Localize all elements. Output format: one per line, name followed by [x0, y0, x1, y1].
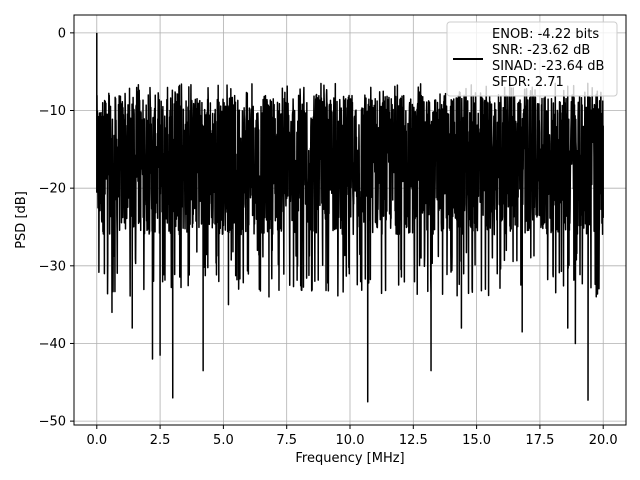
psd-line: [96, 32, 604, 403]
x-axis-label: Frequency [MHz]: [295, 451, 404, 466]
x-tick-label: 10.0: [336, 433, 365, 448]
legend-enob: ENOB: -4.22 bits: [492, 27, 599, 42]
legend-sinad: SINAD: -23.64 dB: [492, 59, 604, 74]
legend-sfdr: SFDR: 2.71: [492, 75, 564, 90]
legend-box: [446, 21, 618, 97]
y-axis-ticks: 0 −10 −20 −30 −40 −50: [39, 26, 74, 430]
y-tick-label: −30: [39, 259, 66, 274]
y-tick-label: −20: [39, 182, 66, 197]
legend: ENOB: -4.22 bits SNR: -23.62 dB SINAD: -…: [446, 21, 618, 97]
x-tick-label: 7.5: [276, 433, 297, 448]
y-tick-label: −10: [39, 104, 66, 119]
y-axis-label: PSD [dB]: [14, 191, 29, 249]
y-tick-label: −40: [39, 337, 66, 352]
x-axis-ticks: 0.0 2.5 5.0 7.5 10.0 12.5 15.0 17.5 20.0: [86, 425, 618, 448]
x-tick-label: 2.5: [150, 433, 171, 448]
x-tick-label: 17.5: [525, 433, 554, 448]
y-tick-label: −50: [39, 415, 66, 430]
x-tick-label: 12.5: [399, 433, 428, 448]
x-tick-label: 0.0: [86, 433, 107, 448]
y-tick-label: 0: [58, 26, 66, 41]
legend-snr: SNR: -23.62 dB: [492, 43, 590, 58]
x-tick-label: 5.0: [213, 433, 234, 448]
x-tick-label: 15.0: [462, 433, 491, 448]
series-psd: [96, 32, 604, 403]
x-tick-label: 20.0: [589, 433, 618, 448]
